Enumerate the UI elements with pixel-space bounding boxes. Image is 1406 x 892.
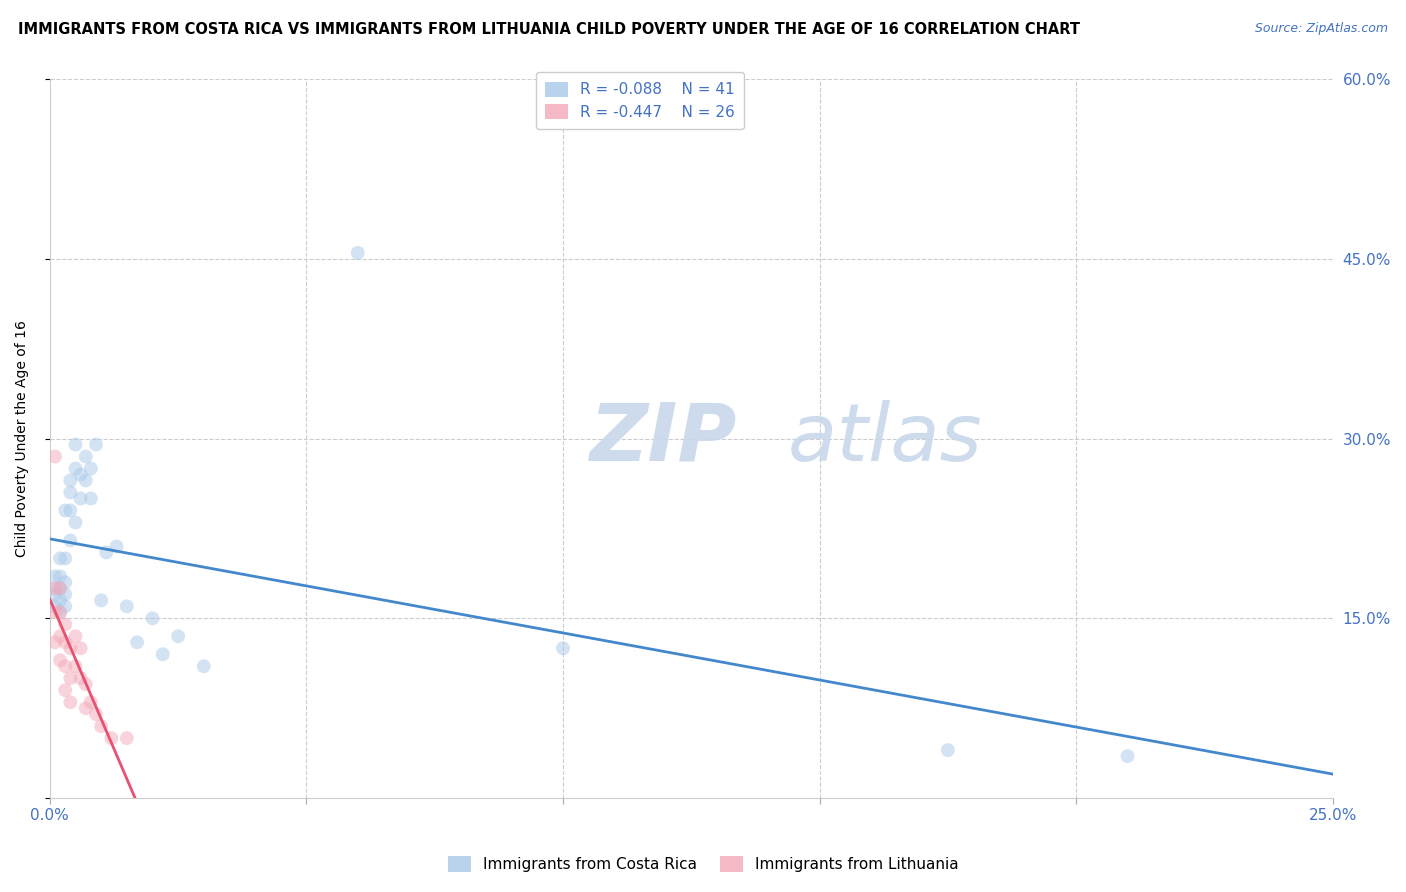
Point — [69, 467, 91, 482]
Point — [65, 516, 87, 530]
Point — [49, 653, 72, 667]
Point — [44, 587, 66, 601]
Point — [75, 677, 97, 691]
Y-axis label: Child Poverty Under the Age of 16: Child Poverty Under the Age of 16 — [15, 320, 30, 557]
Point — [59, 695, 82, 709]
Point — [49, 605, 72, 619]
Point — [69, 671, 91, 685]
Text: atlas: atlas — [787, 400, 983, 477]
Point — [44, 599, 66, 614]
Point — [44, 635, 66, 649]
Point — [69, 641, 91, 656]
Point — [80, 461, 103, 475]
Point — [53, 551, 76, 566]
Point — [65, 461, 87, 475]
Point — [80, 695, 103, 709]
Point — [65, 629, 87, 643]
Point — [115, 731, 138, 746]
Point — [75, 701, 97, 715]
Point — [936, 743, 959, 757]
Point — [75, 450, 97, 464]
Legend: R = -0.088    N = 41, R = -0.447    N = 26: R = -0.088 N = 41, R = -0.447 N = 26 — [536, 72, 744, 128]
Point — [49, 593, 72, 607]
Point — [59, 671, 82, 685]
Point — [1116, 749, 1139, 764]
Legend: Immigrants from Costa Rica, Immigrants from Lithuania: Immigrants from Costa Rica, Immigrants f… — [440, 848, 966, 880]
Point — [44, 450, 66, 464]
Point — [69, 491, 91, 506]
Point — [125, 635, 148, 649]
Point — [65, 659, 87, 673]
Text: IMMIGRANTS FROM COSTA RICA VS IMMIGRANTS FROM LITHUANIA CHILD POVERTY UNDER THE : IMMIGRANTS FROM COSTA RICA VS IMMIGRANTS… — [18, 22, 1080, 37]
Point — [49, 582, 72, 596]
Point — [346, 245, 368, 260]
Point — [49, 629, 72, 643]
Point — [551, 641, 574, 656]
Point — [49, 551, 72, 566]
Point — [65, 437, 87, 451]
Point — [49, 605, 72, 619]
Point — [44, 582, 66, 596]
Point — [53, 599, 76, 614]
Point — [53, 635, 76, 649]
Point — [59, 485, 82, 500]
Point — [193, 659, 215, 673]
Point — [84, 437, 107, 451]
Point — [152, 647, 174, 661]
Point — [84, 707, 107, 722]
Point — [141, 611, 163, 625]
Point — [100, 731, 122, 746]
Point — [96, 545, 118, 559]
Point — [53, 587, 76, 601]
Point — [49, 582, 72, 596]
Point — [53, 683, 76, 698]
Point — [53, 503, 76, 517]
Point — [44, 605, 66, 619]
Point — [59, 474, 82, 488]
Point — [167, 629, 190, 643]
Point — [59, 641, 82, 656]
Point — [115, 599, 138, 614]
Point — [105, 540, 128, 554]
Point — [90, 719, 112, 733]
Text: ZIP: ZIP — [589, 400, 737, 477]
Point — [53, 617, 76, 632]
Point — [59, 533, 82, 548]
Point — [80, 491, 103, 506]
Point — [44, 569, 66, 583]
Point — [53, 659, 76, 673]
Point — [75, 474, 97, 488]
Point — [49, 569, 72, 583]
Point — [90, 593, 112, 607]
Point — [53, 575, 76, 590]
Point — [59, 503, 82, 517]
Point — [44, 582, 66, 596]
Text: Source: ZipAtlas.com: Source: ZipAtlas.com — [1254, 22, 1388, 36]
